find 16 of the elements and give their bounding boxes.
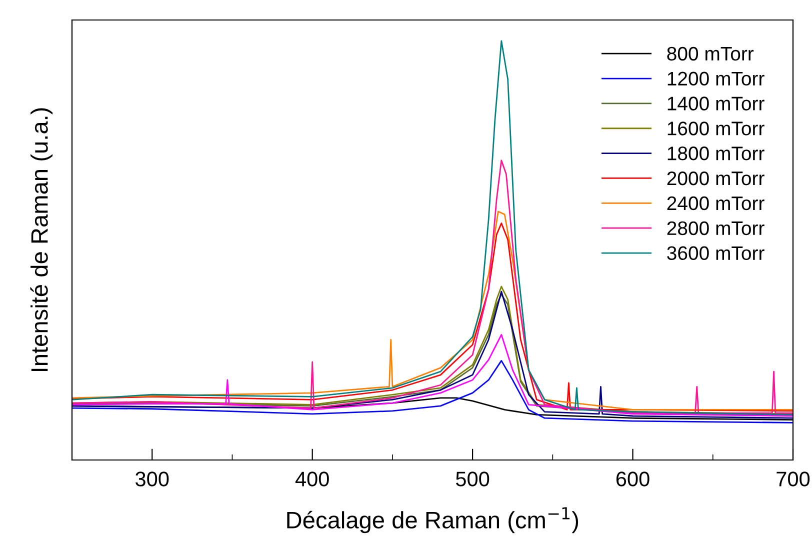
- y-axis-title: Intensité de Raman (u.a.): [30, 108, 53, 372]
- x-tick-label: 500: [456, 472, 490, 486]
- legend-label: 1400 mTorr: [668, 96, 764, 110]
- x-tick-label: 300: [136, 472, 169, 486]
- legend-label: 2000 mTorr: [667, 171, 764, 186]
- x-tick-label: 400: [295, 472, 329, 486]
- legend-label: 1200 mTorr: [668, 72, 764, 86]
- legend-label: 3600 mTorr: [667, 246, 764, 260]
- legend-label: 1600 mTorr: [668, 122, 764, 136]
- x-axis-title: Décalage de Raman (cm$^{−1}$): [287, 507, 578, 534]
- legend-label: 2800 mTorr: [667, 221, 764, 236]
- legend-label: 800 mTorr: [667, 46, 754, 61]
- legend-label: 2400 mTorr: [667, 196, 764, 210]
- x-tick-label: 600: [616, 472, 650, 486]
- x-tick-label: 700: [776, 472, 810, 486]
- legend-label: 1800 mTorr: [668, 146, 764, 160]
